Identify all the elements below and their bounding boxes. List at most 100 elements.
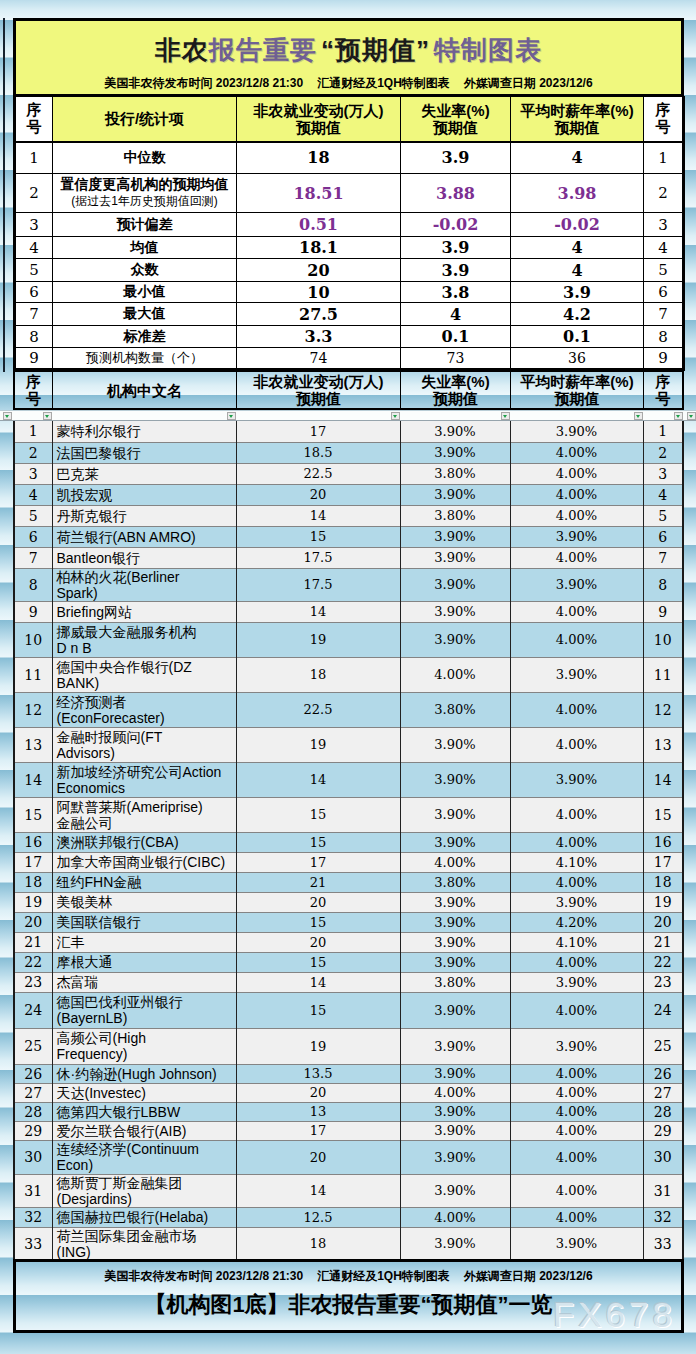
institution-cell: 19	[236, 727, 400, 762]
institution-cell: 21	[643, 932, 683, 952]
subtitle-part: 外媒调查日期 2023/12/6	[464, 1269, 593, 1283]
title-segment: 报告重要	[209, 35, 317, 65]
autofilter-dropdown-icon[interactable]	[501, 412, 510, 420]
institution-cell: 4.00%	[510, 1140, 643, 1174]
stat-label: 众数	[53, 259, 237, 282]
summary-cell: 74	[237, 348, 401, 370]
institution-cell: 4	[14, 484, 52, 505]
institution-cell: 14	[236, 762, 400, 797]
summary-cell: 8	[15, 326, 53, 348]
institution-name: Bantleon银行	[52, 547, 236, 568]
summary-cell: 4	[644, 237, 684, 259]
institution-cell: 31	[643, 1174, 683, 1207]
institution-table-header: 序 号机构中文名非农就业变动(万人) 预期值失业率(%) 预期值平均时薪年率(%…	[13, 370, 684, 410]
summary-cell: 4	[15, 237, 53, 259]
institution-cell: 24	[14, 992, 52, 1028]
institution-cell: 24	[643, 992, 683, 1028]
institution-cell: 4.00%	[510, 622, 643, 657]
institution-cell: 15	[643, 797, 683, 832]
institution-name: 柏林的火花(Berliner Spark)	[52, 568, 236, 601]
subtitle-part: 外媒调查日期 2023/12/6	[464, 76, 593, 90]
institution-name: 挪威最大金融服务机构 D n B	[52, 622, 236, 657]
institution-cell: 19	[643, 892, 683, 912]
institution-row: 9Briefing网站143.90%4.00%9	[14, 601, 683, 622]
institution-cell: 29	[643, 1121, 683, 1140]
institution-row: 19美银美林203.90%3.90%19	[14, 892, 683, 912]
institution-cell: 12	[14, 692, 52, 727]
institution-cell: 3.90%	[510, 1028, 643, 1064]
institution-cell: 3.90%	[510, 568, 643, 601]
institution-cell: 20	[236, 1083, 400, 1102]
institution-cell: 4.00%	[510, 1102, 643, 1121]
institution-cell: 26	[14, 1064, 52, 1083]
autofilter-dropdown-icon[interactable]	[227, 412, 236, 420]
institution-cell: 14	[236, 1174, 400, 1207]
institution-cell: 3.90%	[510, 1227, 643, 1261]
institution-row: 23杰富瑞143.80%3.90%23	[14, 972, 683, 992]
institution-cell: 16	[14, 832, 52, 852]
institution-cell: 3.90%	[400, 547, 510, 568]
institution-cell: 4.00%	[510, 442, 643, 463]
summary-cell: 2	[15, 174, 53, 213]
institution-table: 1蒙特利尔银行173.90%3.90%12法国巴黎银行18.53.90%4.00…	[13, 421, 684, 1262]
institution-cell: 4.00%	[510, 505, 643, 526]
autofilter-dropdown-icon[interactable]	[634, 412, 643, 420]
summary-row: 1中位数183.941	[15, 142, 684, 174]
institution-cell: 4.00%	[510, 1064, 643, 1083]
institution-header-cell: 非农就业变动(万人) 预期值	[237, 372, 401, 408]
institution-cell: 5	[643, 505, 683, 526]
summary-cell: 9	[644, 348, 684, 370]
stat-label: 最大值	[53, 303, 237, 326]
summary-cell: 5	[15, 259, 53, 282]
summary-cell: 3.9	[401, 237, 511, 259]
summary-cell: 6	[15, 282, 53, 303]
institution-cell: 5	[14, 505, 52, 526]
institution-cell: 4.00%	[510, 1083, 643, 1102]
institution-cell: 4.00%	[510, 952, 643, 972]
summary-cell: 3.8	[401, 282, 511, 303]
autofilter-dropdown-icon[interactable]	[391, 412, 400, 420]
institution-cell: 22.5	[236, 692, 400, 727]
institution-name: Briefing网站	[52, 601, 236, 622]
institution-row: 7Bantleon银行17.53.90%4.00%7	[14, 547, 683, 568]
subtitle-part: 美国非农待发布时间 2023/12/8 21:30	[104, 1269, 303, 1283]
institution-cell: 14	[14, 762, 52, 797]
summary-cell: 1	[644, 142, 684, 174]
institution-row: 1蒙特利尔银行173.90%3.90%1	[14, 421, 683, 442]
autofilter-dropdown-icon[interactable]	[687, 412, 696, 420]
institution-name: 摩根大通	[52, 952, 236, 972]
institution-row: 25高频公司(High Frequency)193.90%3.90%25	[14, 1028, 683, 1064]
institution-cell: 7	[14, 547, 52, 568]
summary-cell: 3.3	[237, 326, 401, 348]
autofilter-dropdown-icon[interactable]	[674, 412, 683, 420]
summary-cell: 27.5	[237, 303, 401, 326]
institution-row: 16澳洲联邦银行(CBA)153.90%4.00%16	[14, 832, 683, 852]
summary-cell: 3.88	[401, 174, 511, 213]
institution-cell: 4.00%	[510, 727, 643, 762]
stat-label: 最小值	[53, 282, 237, 303]
autofilter-dropdown-icon[interactable]	[3, 412, 12, 420]
institution-cell: 15	[236, 912, 400, 932]
stat-label: 预计偏差	[53, 213, 237, 237]
summary-cell: 3	[644, 213, 684, 237]
institution-cell: 21	[236, 872, 400, 892]
institution-row: 14新加坡经济研究公司Action Economics143.90%3.90%1…	[14, 762, 683, 797]
autofilter-dropdown-icon[interactable]	[43, 412, 52, 420]
institution-cell: 4.10%	[510, 932, 643, 952]
institution-row: 3巴克莱22.53.80%4.00%3	[14, 463, 683, 484]
institution-cell: 3.90%	[400, 1121, 510, 1140]
institution-cell: 4.00%	[510, 547, 643, 568]
title-segment: 非农	[155, 35, 209, 65]
institution-cell: 3.90%	[510, 421, 643, 442]
institution-name: 德国巴伐利亚州银行 (BayernLB)	[52, 992, 236, 1028]
institution-row: 15阿默普莱斯(Ameriprise) 金融公司153.90%4.00%15	[14, 797, 683, 832]
institution-cell: 3.80%	[400, 972, 510, 992]
institution-cell: 13	[14, 727, 52, 762]
institution-cell: 1	[643, 421, 683, 442]
summary-cell: 4	[401, 303, 511, 326]
summary-header-row: 序 号投行/统计项非农就业变动(万人) 预期值失业率(%) 预期值平均时薪年率(…	[15, 97, 684, 142]
institution-cell: 3.80%	[400, 505, 510, 526]
institution-cell: 3.90%	[510, 972, 643, 992]
institution-cell: 13	[236, 1102, 400, 1121]
institution-cell: 6	[643, 526, 683, 547]
